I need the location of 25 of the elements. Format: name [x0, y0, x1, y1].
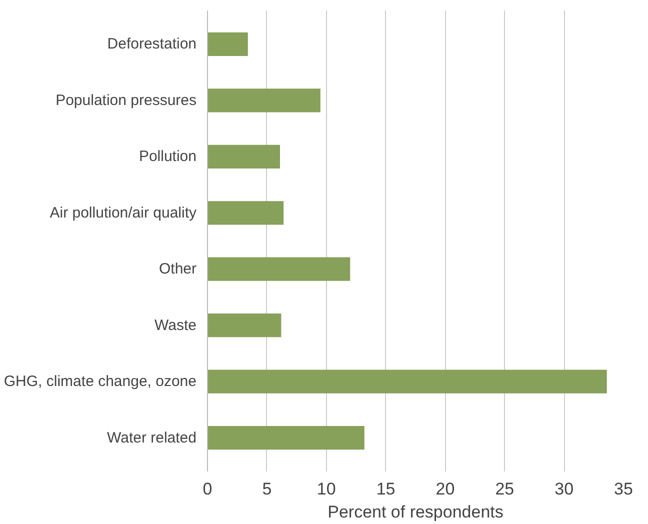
y-tick-label: Other [158, 260, 197, 278]
x-tick-label: 20 [436, 480, 455, 498]
x-tick-label: 35 [614, 480, 633, 498]
bar [208, 370, 607, 394]
y-tick-label: Water related [107, 429, 197, 446]
bar [208, 257, 350, 281]
x-tick-label: 25 [495, 480, 514, 498]
x-tick-label: 30 [554, 480, 574, 498]
x-axis-title: Percent of respondents [328, 502, 504, 522]
y-tick-label: Deforestation [107, 36, 196, 53]
y-tick-label: Waste [154, 316, 196, 334]
y-tick-label: Population pressures [56, 92, 197, 109]
bar [208, 426, 364, 450]
y-tick-label: GHG, climate change, ozone [4, 373, 197, 390]
y-tick-label: Air pollution/air quality [50, 204, 197, 222]
bar [208, 314, 282, 338]
x-tick-label: 10 [316, 480, 336, 498]
x-tick-label: 0 [202, 480, 212, 498]
y-tick-label: Pollution [138, 148, 197, 166]
bar [208, 32, 248, 56]
bar [208, 144, 280, 168]
bar [208, 88, 320, 112]
x-tick-label: 15 [376, 480, 396, 498]
bar [208, 201, 284, 225]
x-tick-label: 5 [262, 480, 272, 498]
